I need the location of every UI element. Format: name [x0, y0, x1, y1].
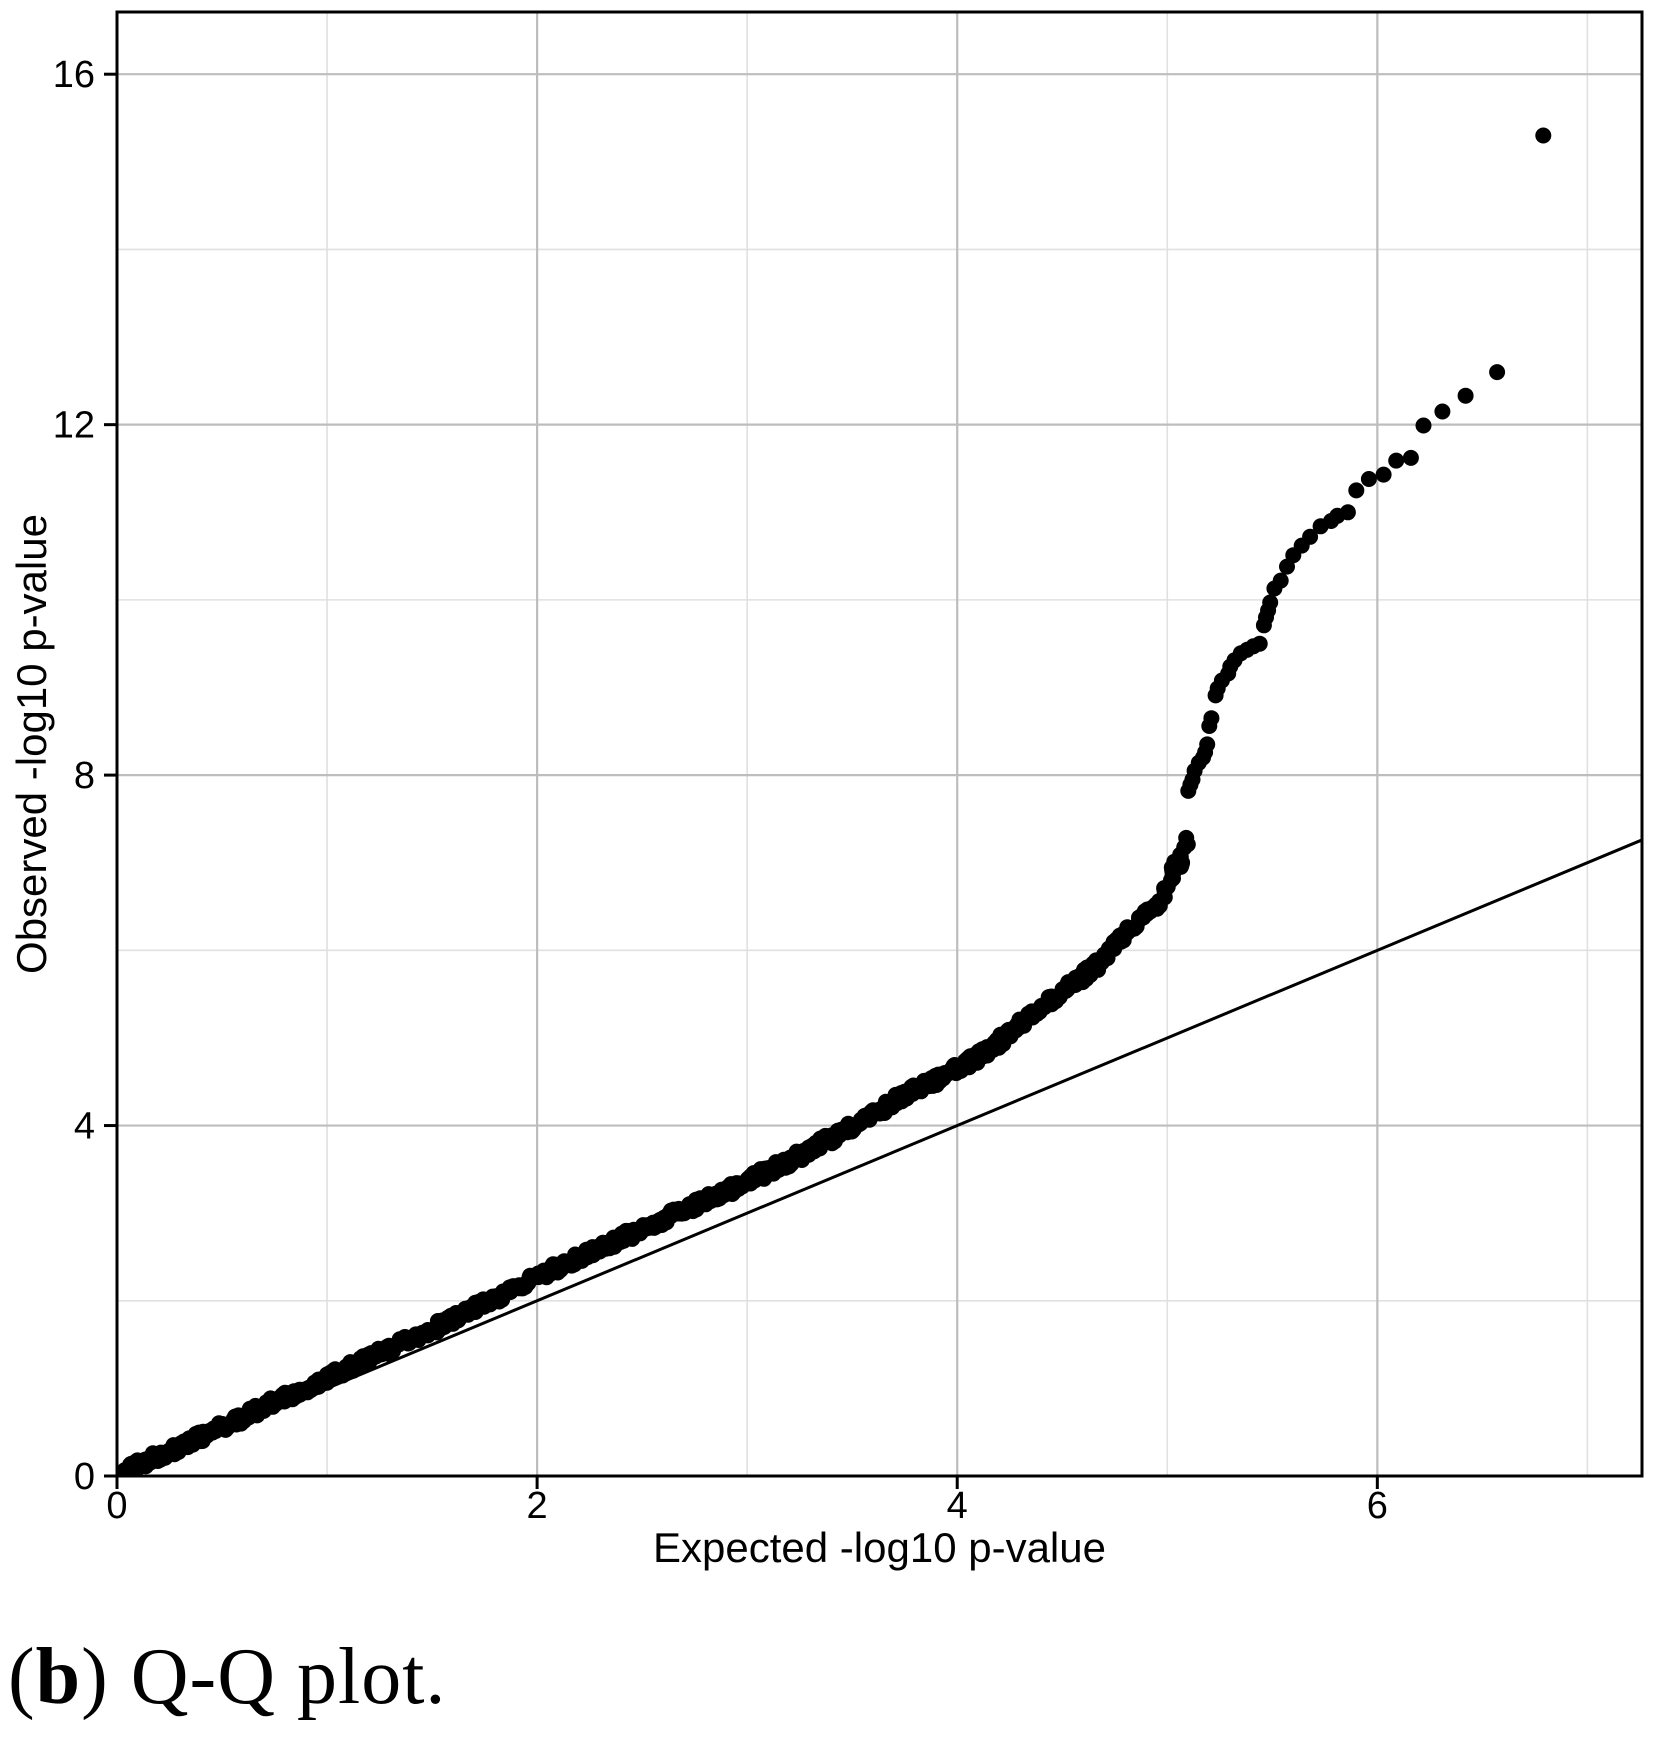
- caption-label: (b): [8, 1633, 109, 1721]
- caption-text: Q-Q plot.: [130, 1633, 447, 1721]
- svg-text:4: 4: [947, 1485, 968, 1527]
- qq-points-tail: [1180, 127, 1552, 799]
- svg-text:8: 8: [74, 755, 95, 797]
- qq-points-band: [117, 829, 1196, 1476]
- grid-major: [117, 12, 1642, 1476]
- x-axis-title-group: Expected -log10 p-value: [653, 1524, 1106, 1571]
- y-axis-ticks: [104, 72, 117, 1478]
- svg-text:6: 6: [1367, 1485, 1388, 1527]
- grid-minor: [117, 12, 1642, 1476]
- svg-text:2: 2: [527, 1485, 548, 1527]
- svg-text:0: 0: [74, 1456, 95, 1498]
- qq-plot-chart: 0 2 4 6 0 4 8 12 16 Expected -log10 p-value Observ…: [8, 10, 1644, 1571]
- figure-caption: (b) Q-Q plot.: [8, 1632, 446, 1742]
- y-axis-title-group: Observed -log10 p-value: [8, 514, 55, 974]
- x-axis-tick-labels: 0 2 4 6: [106, 1485, 1387, 1527]
- panel-border: [115, 10, 1644, 1478]
- qq-plot-svg: 0 2 4 6 0 4 8 12 16 Expected -log10 p-value Observ…: [8, 10, 1644, 1571]
- svg-text:12: 12: [53, 405, 95, 447]
- x-axis-title: Expected -log10 p-value: [653, 1524, 1106, 1571]
- y-axis-tick-labels: 0 4 8 12 16: [53, 54, 95, 1498]
- y-axis-title: Observed -log10 p-value: [8, 514, 55, 974]
- x-axis-ticks: [115, 1476, 1379, 1489]
- svg-text:4: 4: [74, 1106, 95, 1148]
- svg-text:0: 0: [106, 1485, 127, 1527]
- svg-text:16: 16: [53, 54, 95, 96]
